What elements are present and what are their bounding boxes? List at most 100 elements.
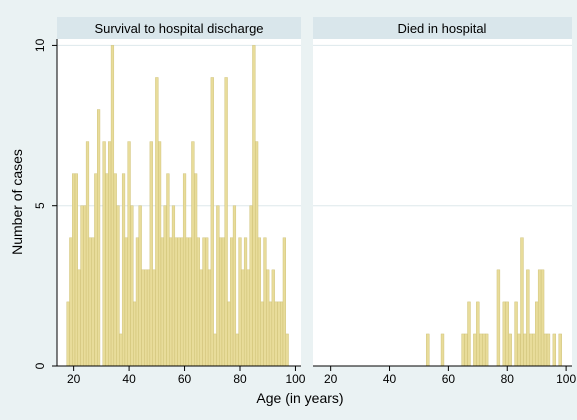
histogram-bar — [255, 141, 259, 367]
histogram-bar — [146, 269, 151, 367]
histogram-bar — [467, 301, 471, 367]
histogram-bar — [274, 301, 278, 367]
y-tick-label: 5 — [33, 202, 47, 209]
histogram-bar — [280, 301, 284, 367]
histogram-bar — [116, 205, 120, 367]
gridlines-died — [313, 44, 572, 207]
histogram-bar — [163, 205, 167, 367]
histogram-bar — [271, 269, 275, 367]
x-axis-label: Age (in years) — [256, 390, 343, 406]
y-axis: 0 5 10 — [33, 38, 58, 369]
x-tick-label: 40 — [383, 372, 397, 386]
histogram-bar — [224, 77, 228, 367]
histogram-bar — [479, 333, 483, 367]
histogram-bar — [526, 269, 530, 367]
histogram-bar — [119, 333, 123, 367]
histogram-bar — [514, 301, 518, 367]
histogram-bar — [85, 141, 90, 367]
strip-title-died: Died in hospital — [398, 21, 487, 36]
histogram-bar — [166, 173, 170, 367]
histogram-bar — [91, 237, 95, 367]
y-tick-label: 0 — [33, 362, 47, 369]
histogram-bar — [537, 269, 542, 367]
histogram-bar — [249, 205, 253, 367]
histogram-bar — [135, 237, 139, 367]
histogram-bar — [532, 333, 536, 367]
histogram-bar — [461, 333, 465, 367]
histogram-bar — [552, 333, 557, 367]
histogram-bar — [152, 269, 156, 367]
panel-died: Died in hospital 20 40 60 80 100 — [313, 17, 576, 386]
x-tick-label: 100 — [556, 372, 576, 386]
histogram-bar — [102, 141, 106, 367]
histogram-bar — [257, 237, 261, 367]
histogram-bar — [199, 269, 203, 367]
histogram-bar — [121, 173, 126, 367]
histogram-bar — [520, 237, 524, 367]
histogram-bar — [138, 205, 142, 367]
histogram-bar — [113, 173, 117, 367]
x-tick-label: 80 — [501, 372, 515, 386]
histogram-bar — [160, 237, 164, 367]
histogram-bar — [221, 237, 225, 367]
histogram-bar — [227, 301, 231, 367]
histogram-bar — [174, 237, 178, 367]
histogram-bar — [141, 269, 145, 367]
histogram-bar — [196, 237, 200, 367]
histogram-bar — [535, 301, 539, 367]
histogram-bar — [144, 269, 148, 367]
histogram-bar — [180, 237, 184, 367]
x-tick-label: 60 — [442, 372, 456, 386]
histogram-bar — [440, 333, 445, 367]
histogram-bar — [246, 269, 250, 367]
x-tick-label: 60 — [178, 372, 192, 386]
histogram-bar — [213, 333, 217, 367]
strip-title-survival: Survival to hospital discharge — [94, 21, 263, 36]
x-axis-died: 20 40 60 80 100 — [313, 365, 576, 386]
histogram-bar — [219, 237, 223, 367]
histogram-bar — [202, 237, 206, 367]
histogram-bar — [558, 333, 562, 367]
histogram-bar — [496, 269, 501, 367]
histogram-bar — [133, 301, 137, 367]
x-axis-survival: 20 40 60 80 100 — [57, 365, 306, 386]
histogram-bar — [177, 237, 181, 367]
histogram-bar — [238, 237, 242, 367]
histogram-bar — [155, 77, 159, 367]
plot-area-died — [313, 39, 572, 366]
histogram-bar — [285, 333, 289, 367]
histogram-bar — [69, 237, 73, 367]
histogram-bar — [216, 205, 220, 367]
histogram-bar — [77, 269, 81, 367]
histogram-bar — [182, 173, 187, 367]
histogram-bar — [523, 333, 527, 367]
histogram-bar — [502, 301, 506, 367]
histogram-bar — [241, 269, 245, 367]
histogram-bar — [508, 333, 512, 367]
histogram-bar — [105, 173, 109, 367]
histogram-bar — [243, 237, 248, 367]
x-tick-label: 40 — [122, 372, 136, 386]
histogram-bar — [426, 333, 430, 367]
histogram-bar — [127, 141, 131, 367]
histogram-bar — [546, 333, 551, 367]
strip-died — [313, 17, 572, 39]
histogram-bar — [235, 333, 239, 367]
histogram-bar — [230, 237, 234, 367]
histogram-bar — [194, 173, 198, 367]
histogram-bar — [232, 205, 237, 367]
histogram-bar — [110, 45, 115, 367]
x-tick-label: 20 — [67, 372, 81, 386]
histogram-bar — [74, 173, 78, 367]
histogram-bar — [464, 333, 468, 367]
histogram-bar — [517, 333, 521, 367]
histogram-bar — [266, 269, 270, 367]
histogram-bar — [188, 237, 192, 367]
strip-survival — [57, 17, 301, 39]
histogram-bar — [88, 237, 92, 367]
histogram-bar — [169, 237, 173, 367]
histogram-bar — [484, 333, 489, 367]
histogram-bar — [149, 141, 153, 367]
y-axis-label: Number of cases — [9, 149, 25, 255]
